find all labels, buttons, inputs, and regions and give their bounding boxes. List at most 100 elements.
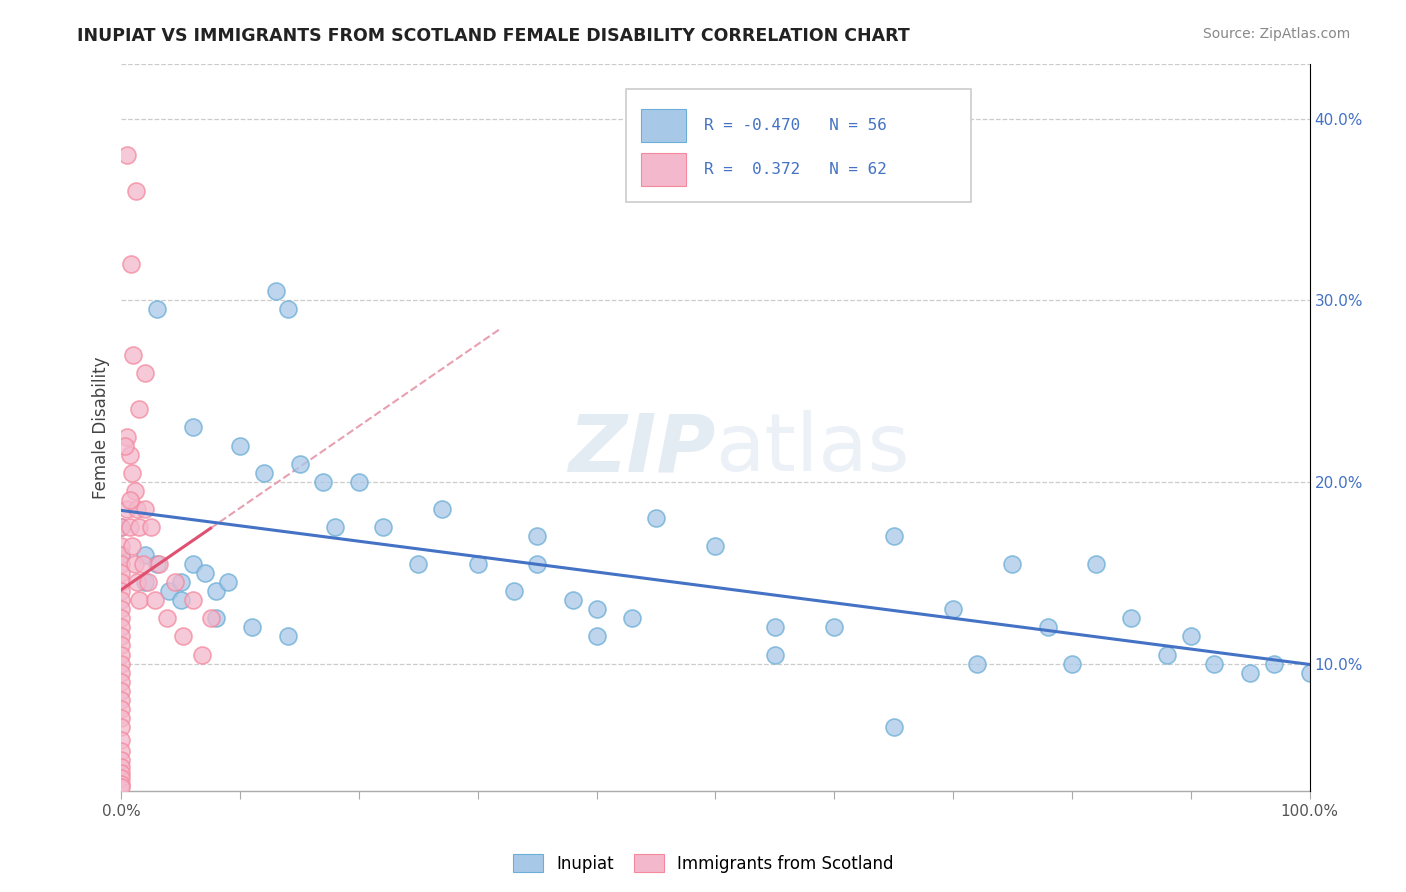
Point: [110, 771, 132, 785]
Point: [194, 566, 217, 580]
Point: [942, 602, 965, 616]
Point: [125, 574, 148, 589]
Point: [110, 520, 132, 534]
Point: [288, 457, 311, 471]
Point: [134, 548, 156, 562]
Point: [883, 720, 905, 734]
Point: [200, 611, 222, 625]
Point: [110, 665, 132, 680]
Point: [181, 420, 204, 434]
Point: [121, 539, 143, 553]
Text: R = -0.470   N = 56: R = -0.470 N = 56: [703, 119, 886, 133]
Point: [110, 629, 132, 643]
Point: [110, 574, 132, 589]
Point: [432, 502, 454, 516]
Bar: [641, 110, 686, 142]
Point: [621, 611, 644, 625]
Point: [148, 557, 170, 571]
Point: [125, 502, 148, 516]
Point: [134, 502, 156, 516]
Point: [264, 284, 287, 298]
Point: [157, 584, 180, 599]
Point: [118, 493, 141, 508]
Point: [146, 557, 169, 571]
Bar: [641, 153, 686, 186]
Point: [110, 753, 132, 767]
Point: [277, 302, 299, 317]
Point: [1180, 629, 1202, 643]
Point: [229, 439, 252, 453]
Point: [125, 184, 148, 198]
Point: [114, 439, 136, 453]
Text: INUPIAT VS IMMIGRANTS FROM SCOTLAND FEMALE DISABILITY CORRELATION CHART: INUPIAT VS IMMIGRANTS FROM SCOTLAND FEMA…: [77, 27, 910, 45]
Point: [1036, 620, 1059, 634]
Point: [110, 684, 132, 698]
Point: [172, 629, 194, 643]
Point: [122, 348, 145, 362]
Point: [1239, 665, 1261, 680]
Point: [1204, 657, 1226, 671]
Point: [110, 639, 132, 653]
Point: [128, 520, 150, 534]
Point: [118, 448, 141, 462]
Point: [110, 611, 132, 625]
Point: [1121, 611, 1143, 625]
Point: [120, 257, 142, 271]
Point: [110, 584, 132, 599]
Point: [132, 557, 155, 571]
Point: [253, 466, 276, 480]
Point: [110, 776, 132, 790]
Point: [110, 702, 132, 716]
Point: [163, 574, 186, 589]
Point: [118, 520, 141, 534]
Point: [110, 693, 132, 707]
Point: [110, 744, 132, 758]
Point: [1156, 648, 1178, 662]
Point: [526, 557, 548, 571]
Point: [110, 620, 132, 634]
Point: [128, 593, 150, 607]
Point: [110, 566, 132, 580]
Y-axis label: Female Disability: Female Disability: [93, 356, 110, 499]
Point: [1060, 657, 1083, 671]
Point: [110, 520, 132, 534]
Point: [217, 574, 239, 589]
Point: [117, 148, 139, 162]
Point: [117, 429, 139, 443]
Point: [763, 620, 786, 634]
Point: [205, 611, 228, 625]
Point: [110, 602, 132, 616]
Text: Source: ZipAtlas.com: Source: ZipAtlas.com: [1202, 27, 1350, 41]
Point: [1263, 657, 1285, 671]
Point: [323, 520, 346, 534]
Point: [124, 483, 146, 498]
Point: [1084, 557, 1107, 571]
Point: [110, 648, 132, 662]
Point: [347, 475, 370, 489]
Point: [1298, 665, 1320, 680]
Point: [312, 475, 335, 489]
Point: [110, 674, 132, 689]
Point: [136, 574, 159, 589]
Point: [645, 511, 668, 525]
Point: [110, 760, 132, 774]
Point: [134, 574, 156, 589]
Point: [704, 539, 727, 553]
Point: [110, 733, 132, 747]
Point: [585, 629, 607, 643]
Point: [561, 593, 583, 607]
Text: R =  0.372   N = 62: R = 0.372 N = 62: [703, 162, 886, 177]
Point: [526, 529, 548, 543]
Point: [181, 593, 204, 607]
Point: [763, 648, 786, 662]
Point: [155, 611, 177, 625]
Point: [467, 557, 489, 571]
Point: [240, 620, 263, 634]
Point: [110, 657, 132, 671]
Point: [205, 584, 228, 599]
Point: [121, 466, 143, 480]
Point: [110, 557, 132, 571]
Point: [110, 593, 132, 607]
Point: [170, 574, 193, 589]
Point: [277, 629, 299, 643]
